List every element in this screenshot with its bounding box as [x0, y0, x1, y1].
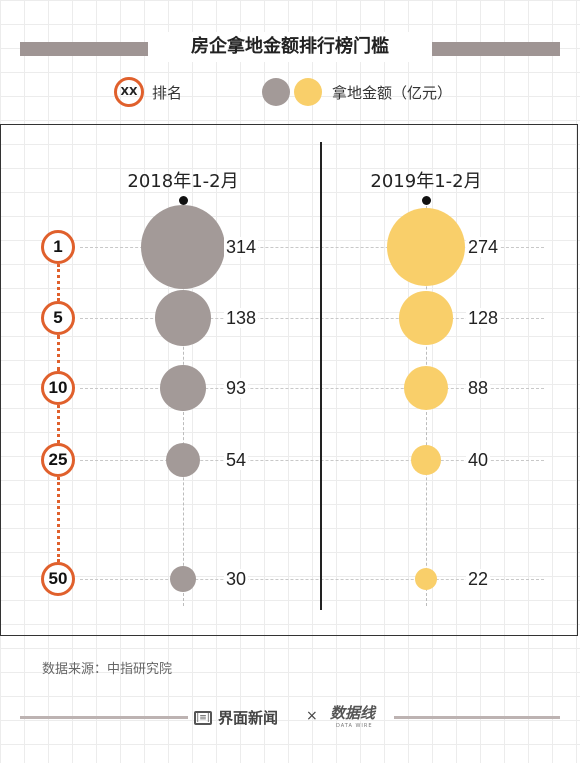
legend-swatch-2019 [294, 78, 322, 106]
bubble-0-rank-10 [160, 365, 206, 411]
jiemian-logo-icon: |≡| [194, 710, 212, 725]
footer-rule-right [394, 716, 560, 719]
period-label-1: 2019年1-2月 [370, 171, 482, 192]
footer-brand-logo: |≡| 界面新闻 [194, 707, 278, 728]
data-source: 数据来源：中指研究院 [42, 662, 173, 677]
value-label: 30 [224, 569, 249, 589]
series-top-marker-0 [179, 196, 188, 205]
bubble-1-rank-1 [386, 207, 466, 287]
bubble-0-rank-1 [141, 205, 225, 289]
rank-badge: 25 [41, 443, 75, 477]
svg-text:数据线: 数据线 [330, 704, 377, 722]
footer-brand-name: 界面新闻 [218, 709, 279, 727]
legend-swatch-2018 [262, 78, 290, 106]
rank-badge: 5 [41, 301, 75, 335]
rank-connector [57, 405, 60, 443]
gridline-rank-1 [80, 247, 544, 248]
datawire-logo-icon: 数据线 DATA WIRE [330, 704, 377, 729]
bubble-0-rank-5 [155, 290, 211, 346]
footer-separator: × [306, 708, 318, 724]
rank-badge: 50 [41, 562, 75, 596]
gridline-rank-25 [80, 460, 544, 461]
rank-badge: 1 [41, 230, 75, 264]
series-top-marker-1 [422, 196, 431, 205]
gridline-rank-5 [80, 318, 544, 319]
rank-badge: 10 [41, 371, 75, 405]
legend-rank-symbol: XX [114, 77, 144, 107]
value-label: 54 [224, 450, 249, 470]
chart-panel [0, 124, 578, 636]
value-label: 93 [224, 378, 249, 398]
bubble-0-rank-25 [165, 442, 201, 478]
footer-rule-left [20, 716, 188, 719]
gridline-rank-10 [80, 388, 544, 389]
datawire-logo: 数据线 DATA WIRE [328, 702, 388, 729]
bubble-1-rank-25 [411, 445, 441, 475]
value-label: 128 [466, 308, 501, 328]
value-label: 314 [224, 237, 259, 257]
gridline-rank-50 [80, 579, 544, 580]
value-label: 40 [466, 450, 491, 470]
period-divider [320, 142, 322, 610]
chart-title: 房企拿地金额排行榜门槛 [148, 32, 432, 62]
rank-connector [57, 477, 60, 562]
value-label: 22 [466, 569, 491, 589]
rank-connector [57, 264, 60, 301]
bubble-0-rank-50 [170, 566, 196, 592]
bubble-1-rank-10 [403, 365, 449, 411]
value-label: 138 [224, 308, 259, 328]
value-label: 274 [466, 237, 501, 257]
period-label-0: 2018年1-2月 [127, 171, 239, 192]
bubble-1-rank-50 [414, 567, 438, 591]
rank-connector [57, 335, 60, 371]
legend-amount-label: 拿地金额（亿元） [332, 84, 453, 102]
svg-text:DATA WIRE: DATA WIRE [336, 723, 373, 728]
legend-rank-label: 排名 [152, 84, 183, 102]
value-label: 88 [466, 378, 491, 398]
bubble-1-rank-5 [399, 291, 453, 345]
